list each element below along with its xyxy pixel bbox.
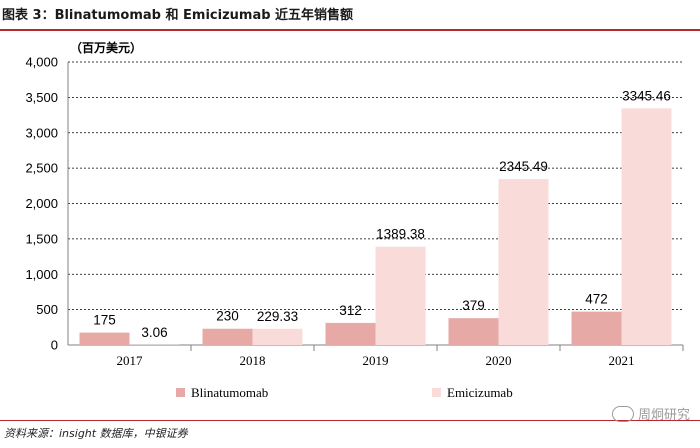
bar-emicizumab [375,246,426,345]
watermark-text: 周炯研究 [637,408,690,423]
bar-blinatumomab [448,318,499,345]
source-note: 资料来源：insight 数据库，中银证券 [4,427,188,440]
data-label: 3345.46 [622,88,671,103]
y-unit-label: （百万美元） [70,40,142,55]
y-tick-label: 3,500 [25,90,58,105]
watermark: 周炯研究 [611,404,690,423]
bar-chart: 0 500 1,000 1,500 2,000 2,500 3,000 3,500 4,000 （… [25,40,684,400]
data-label: 175 [93,313,116,328]
bar-emicizumab [621,108,672,345]
data-label: 472 [585,292,608,307]
bar-blinatumomab [571,311,622,345]
x-tick-label: 2018 [240,353,266,368]
title-rule [0,29,700,31]
data-label: 312 [339,303,362,318]
data-label: 1389.38 [376,227,425,242]
y-tick-label: 0 [51,338,58,353]
y-tick-label: 500 [36,302,58,317]
bar-blinatumomab [79,332,130,345]
data-label: 3.06 [141,325,167,340]
wechat-icon [611,405,634,422]
y-tick-label: 1,000 [25,267,58,282]
x-tick-label: 2021 [609,353,635,368]
figure-title: 图表 3：Blinatumomab 和 Emicizumab 近五年销售额 [2,8,354,23]
legend-swatch-emicizumab [432,388,441,397]
legend-swatch-blinatumomab [176,388,185,397]
y-tick-label: 4,000 [25,55,58,70]
bar-emicizumab [252,328,303,345]
bar-emicizumab [498,179,549,345]
data-label: 229.33 [257,309,298,324]
y-tick-label: 2,500 [25,161,58,176]
bar-blinatumomab [325,322,376,345]
x-tick-label: 2020 [486,353,512,368]
y-tick-label: 2,000 [25,196,58,211]
legend-label: Emicizumab [447,385,513,400]
x-tick-label: 2019 [363,353,389,368]
legend-label: Blinatumomab [191,385,268,400]
x-tick-label: 2017 [117,353,144,368]
bar-blinatumomab [202,328,253,345]
bottom-rule [0,420,700,421]
data-label: 230 [216,309,239,324]
data-label: 379 [462,298,485,313]
y-tick-label: 3,000 [25,125,58,140]
data-label: 2345.49 [499,159,548,174]
y-tick-label: 1,500 [25,231,58,246]
